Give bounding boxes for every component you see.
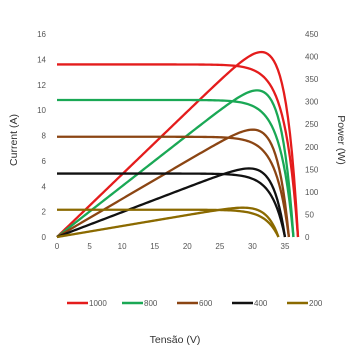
legend-label: 800 — [144, 299, 158, 308]
pv-curve-400 — [56, 167, 287, 239]
iv-curve-800 — [56, 98, 295, 238]
legend-label: 1000 — [89, 299, 107, 308]
y-right-tick-label: 400 — [305, 53, 319, 62]
y-left-tick-label: 2 — [42, 208, 47, 217]
x-axis-title: Tensão (V) — [150, 334, 201, 346]
x-tick-label: 0 — [55, 242, 60, 251]
pv-curve-200 — [56, 206, 280, 239]
y-left-tick-label: 4 — [42, 182, 47, 191]
pv-curve-1000 — [56, 50, 300, 238]
y-left-tick-label: 10 — [37, 106, 46, 115]
y-right-tick-label: 300 — [305, 98, 319, 107]
x-tick-label: 5 — [87, 242, 92, 251]
iv-curve-600 — [57, 135, 291, 238]
y-right-tick-label: 200 — [305, 143, 319, 152]
y-left-tick-label: 16 — [37, 30, 46, 39]
legend-label: 600 — [199, 299, 213, 308]
y-right-axis-title: Power (W) — [335, 115, 347, 165]
y-right-tick-label: 0 — [305, 233, 310, 242]
y-left-tick-label: 0 — [42, 233, 47, 242]
y-left-tick-label: 14 — [37, 55, 46, 64]
y-right-tick-label: 50 — [305, 210, 314, 219]
y-left-axis-title: Current (A) — [8, 114, 20, 166]
y-left-tick-label: 6 — [42, 157, 47, 166]
x-tick-label: 10 — [118, 242, 127, 251]
y-left-tick-label: 12 — [37, 81, 46, 90]
pv-curve-800 — [56, 89, 295, 238]
iv-curve-400 — [57, 172, 287, 238]
iv-curve-1000 — [57, 63, 300, 238]
y-right-tick-label: 250 — [305, 120, 319, 129]
y-right-tick-label: 150 — [305, 165, 319, 174]
iv-curve-200 — [57, 208, 280, 238]
pv-curve-600 — [56, 128, 291, 238]
y-left-tick-label: 8 — [42, 132, 47, 141]
x-tick-label: 15 — [150, 242, 159, 251]
legend-label: 200 — [309, 299, 323, 308]
y-right-tick-label: 450 — [305, 30, 319, 39]
x-tick-label: 35 — [281, 242, 290, 251]
x-tick-label: 25 — [215, 242, 224, 251]
legend: 1000 800 600 400 200 — [67, 299, 323, 308]
legend-label: 400 — [254, 299, 268, 308]
x-tick-label: 20 — [183, 242, 192, 251]
y-right-tick-label: 100 — [305, 188, 319, 197]
y-right-tick-label: 350 — [305, 75, 319, 84]
x-tick-label: 30 — [248, 242, 257, 251]
axis-ticks: 0 5 10 15 20 25 30 3502468101214160501001502002… — [37, 30, 319, 251]
plot-area — [56, 50, 300, 239]
